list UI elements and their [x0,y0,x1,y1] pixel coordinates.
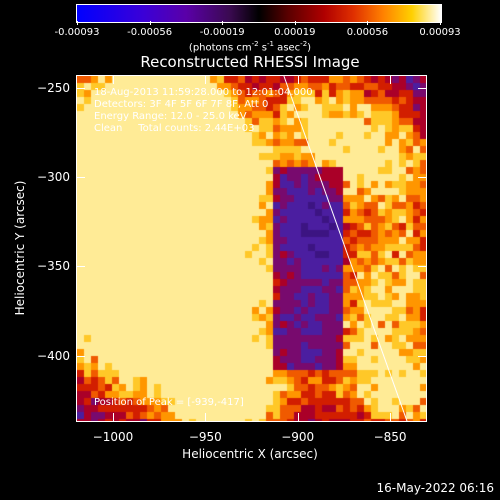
colorbar-tick-label: 0.00093 [419,27,461,38]
colorbar-tick-mark [222,21,224,25]
image-frame [76,75,427,422]
y-tick-mark [77,87,85,89]
y-tick-mark [77,176,85,178]
colorbar [76,4,442,23]
y-tick-mark [418,266,426,268]
y-tick-mark [77,355,85,357]
x-tick-mark [390,413,392,421]
colorbar-tick-mark [294,21,296,25]
clean-counts-text: Clean Total counts: 2.44E+03 [94,123,255,134]
x-tick-label: −950 [188,430,222,444]
x-tick-label: −850 [373,430,407,444]
colorbar-tick-mark [440,21,441,25]
colorbar-tick-label: -0.00093 [54,27,100,38]
x-tick-mark [205,413,207,421]
colorbar-tick-mark [149,21,151,25]
y-tick-mark [418,87,426,89]
plot-title: Reconstructed RHESSI Image [140,53,360,71]
date-stamp: 16-May-2022 06:16 [376,481,494,495]
colorbar-tick-label: -0.00056 [127,27,173,38]
colorbar-tick-mark [77,21,78,25]
x-tick-label: −900 [281,430,315,444]
y-tick-label: −350 [37,259,70,274]
x-tick-mark [390,76,392,84]
colorbar-tick-label: -0.00019 [199,27,245,38]
energy-range-text: Energy Range: 12.0 - 25.0 keV [94,111,247,122]
colorbar-units: (photons cm-2 s-1 asec-2) [188,40,312,54]
x-tick-mark [112,413,114,421]
colorbar-tick-label: 0.00056 [346,27,389,38]
x-axis-label: Heliocentric X (arcsec) [182,447,318,461]
peak-position-text: Position of Peak = [-939,-417] [94,397,244,408]
x-tick-mark [112,76,114,84]
time-range-text: 18-Aug-2013 11:59:28.000 to 12:01:04.000 [94,87,313,98]
y-tick-label: −300 [37,169,70,184]
y-tick-mark [77,266,85,268]
colorbar-tick-mark [367,21,369,25]
y-tick-label: −400 [37,348,70,363]
x-tick-mark [297,76,299,84]
y-tick-label: −250 [37,80,70,95]
y-axis-label: Heliocentric Y (arcsec) [13,180,27,316]
x-tick-mark [297,413,299,421]
x-tick-label: −1000 [92,430,134,444]
solar-limb [283,76,408,421]
solar-limb-line [283,76,408,421]
colorbar-tick-label: 0.00019 [274,27,316,38]
x-tick-mark [205,76,207,84]
y-tick-mark [418,355,426,357]
detectors-text: Detectors: 3F 4F 5F 6F 7F 8F, Att 0 [94,99,269,110]
rhessi-image [77,76,426,421]
y-tick-mark [418,176,426,178]
